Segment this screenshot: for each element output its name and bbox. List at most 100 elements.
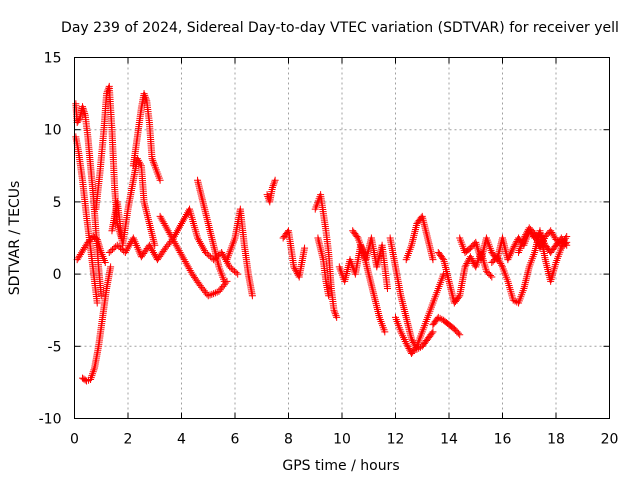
- y-tick-label: 5: [53, 195, 62, 211]
- series-track-j: [194, 176, 228, 285]
- data-point: [206, 253, 214, 261]
- data-point: [181, 214, 189, 222]
- data-point: [404, 343, 412, 351]
- series-track-y: [515, 224, 571, 256]
- data-point: [177, 250, 185, 258]
- data-point: [107, 247, 115, 255]
- data-point: [229, 266, 237, 274]
- data-point: [164, 227, 172, 235]
- x-tick-label: 10: [333, 432, 351, 448]
- data-point: [222, 279, 230, 287]
- x-axis-label: GPS time / hours: [282, 458, 399, 474]
- data-point: [147, 245, 155, 253]
- data-point: [108, 246, 116, 254]
- data-point: [118, 246, 126, 254]
- data-point: [182, 212, 190, 220]
- data-point: [325, 292, 333, 300]
- data-point: [270, 180, 278, 188]
- data-point: [461, 263, 469, 271]
- data-point: [162, 223, 170, 231]
- data-point: [200, 245, 208, 253]
- data-point: [180, 216, 188, 224]
- data-point: [183, 261, 191, 269]
- data-point: [198, 241, 206, 249]
- data-point: [180, 256, 188, 264]
- data-point: [403, 341, 411, 349]
- data-point: [405, 344, 413, 352]
- data-point: [115, 243, 123, 251]
- series-track-i: [156, 212, 231, 300]
- data-point: [488, 273, 496, 281]
- data-point: [176, 248, 184, 256]
- data-point: [510, 242, 518, 250]
- data-point: [520, 234, 528, 242]
- data-point: [80, 106, 88, 114]
- data-point: [156, 212, 164, 220]
- data-point: [332, 312, 340, 320]
- series-track-o: [314, 234, 333, 300]
- data-point: [439, 254, 447, 262]
- data-point: [183, 211, 191, 219]
- x-tick-label: 4: [177, 432, 186, 448]
- data-point: [123, 245, 131, 253]
- data-point: [158, 216, 166, 224]
- data-point: [185, 265, 193, 273]
- data-point: [204, 292, 212, 300]
- x-tick-label: 16: [494, 432, 512, 448]
- data-point: [186, 266, 194, 274]
- data-point: [93, 299, 101, 307]
- data-point: [290, 263, 298, 271]
- data-point: [175, 247, 183, 255]
- series-track-f: [108, 155, 159, 249]
- data-point: [463, 260, 471, 268]
- series-track-q: [349, 227, 389, 336]
- series-track-n: [311, 191, 341, 321]
- x-tick-label: 6: [231, 432, 240, 448]
- data-point: [381, 328, 389, 336]
- data-point: [113, 241, 121, 249]
- data-point: [174, 225, 182, 233]
- data-point: [80, 108, 88, 116]
- data-point: [497, 260, 505, 268]
- data-point: [220, 277, 228, 285]
- data-point: [218, 248, 226, 256]
- data-point: [166, 230, 174, 238]
- data-point: [523, 229, 531, 237]
- data-point: [434, 313, 442, 321]
- data-point: [170, 238, 178, 246]
- data-point: [562, 234, 570, 242]
- data-point: [79, 103, 87, 111]
- data-point: [171, 239, 179, 247]
- data-point: [174, 245, 182, 253]
- series-track-v: [434, 248, 496, 307]
- data-point: [179, 254, 187, 262]
- series-track-m: [279, 227, 309, 281]
- data-point: [468, 256, 476, 264]
- data-point: [291, 265, 299, 273]
- data-point: [268, 183, 276, 191]
- data-point: [165, 229, 173, 237]
- data-point: [493, 253, 501, 261]
- data-point: [408, 337, 416, 345]
- x-tick-label: 14: [440, 432, 458, 448]
- data-point: [149, 248, 157, 256]
- data-point: [496, 258, 504, 266]
- data-point: [227, 264, 235, 272]
- data-point: [156, 176, 164, 184]
- data-point: [498, 261, 506, 269]
- data-point: [521, 232, 529, 240]
- data-point: [167, 232, 175, 240]
- chart-title: Day 239 of 2024, Sidereal Day-to-day VTE…: [61, 20, 619, 36]
- data-point: [226, 263, 234, 271]
- data-point: [74, 117, 82, 125]
- data-point: [269, 182, 277, 190]
- data-point: [148, 247, 156, 255]
- data-point: [196, 238, 204, 246]
- data-point: [271, 176, 279, 184]
- data-point: [79, 104, 87, 112]
- series-track-d: [79, 263, 115, 385]
- x-tick-labels: 0 2 4 6 8 10 12 14 16 18 20: [70, 432, 618, 448]
- data-point: [159, 218, 167, 226]
- data-point: [168, 234, 176, 242]
- data-point: [141, 93, 149, 101]
